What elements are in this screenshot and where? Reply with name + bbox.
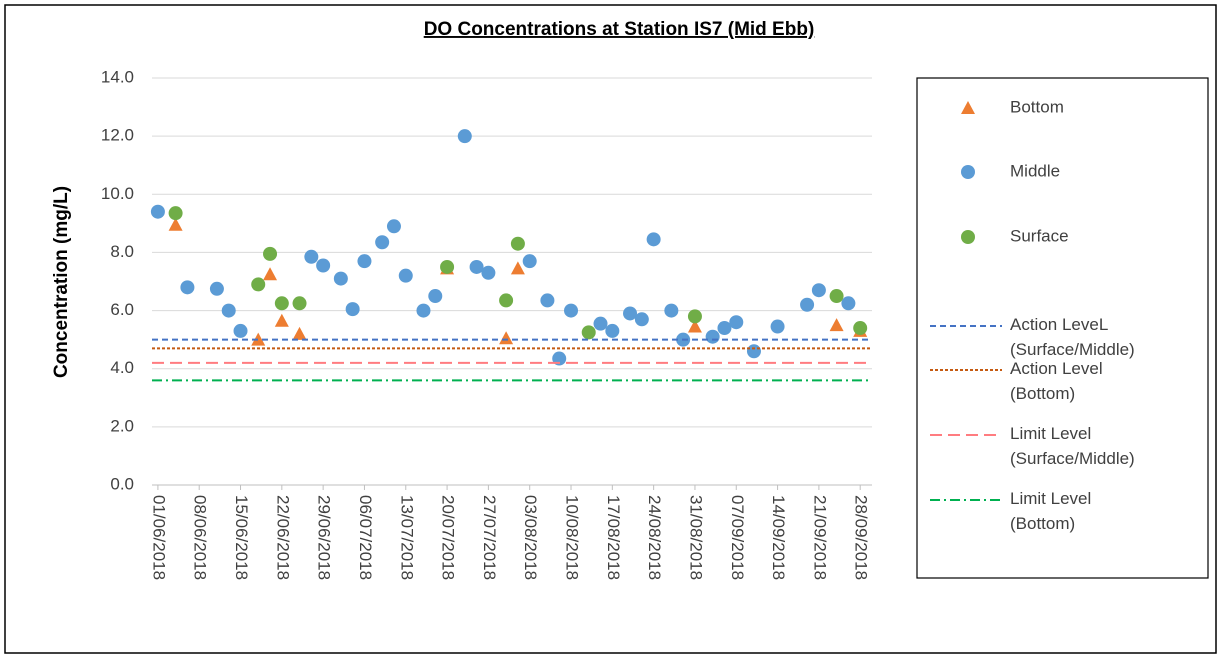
circle-marker	[345, 302, 360, 317]
circle-marker	[357, 254, 372, 269]
legend-marker	[961, 230, 975, 244]
circle-marker	[623, 306, 638, 321]
circle-marker	[593, 316, 608, 331]
legend-label: Action Level (Bottom)	[1010, 359, 1107, 403]
circle-marker	[168, 206, 183, 221]
y-tick-label: 8.0	[110, 242, 134, 261]
circle-marker	[233, 323, 248, 338]
legend-label: Action LeveL (Surface/Middle)	[1010, 315, 1135, 359]
y-tick-label: 12.0	[101, 126, 134, 145]
circle-marker	[664, 303, 679, 318]
x-tick-label: 15/06/2018	[232, 495, 251, 580]
circle-marker	[457, 129, 472, 144]
circle-marker	[263, 246, 278, 261]
circle-marker	[800, 297, 815, 312]
y-tick-label: 6.0	[110, 300, 134, 319]
x-tick-label: 21/09/2018	[810, 495, 829, 580]
chart-title: DO Concentrations at Station IS7 (Mid Eb…	[424, 19, 815, 40]
circle-marker	[316, 258, 331, 273]
legend-label: Bottom	[1010, 97, 1064, 116]
circle-marker	[746, 344, 761, 359]
x-tick-label: 06/07/2018	[356, 495, 375, 580]
circle-marker	[428, 289, 443, 304]
legend-marker	[961, 165, 975, 179]
x-tick-label: 17/08/2018	[604, 495, 623, 580]
triangle-marker	[292, 326, 307, 340]
circle-marker	[605, 323, 620, 338]
triangle-marker	[274, 313, 289, 327]
circle-marker	[304, 249, 319, 264]
circle-marker	[705, 329, 720, 344]
y-tick-label: 10.0	[101, 184, 134, 203]
legend-label: Limit Level (Surface/Middle)	[1010, 424, 1135, 468]
circle-marker	[646, 232, 661, 247]
circle-marker	[540, 293, 555, 308]
legend-label: Limit Level (Bottom)	[1010, 489, 1096, 533]
circle-marker	[150, 204, 165, 219]
circle-marker	[581, 325, 596, 340]
circle-marker	[729, 315, 744, 330]
triangle-marker	[829, 318, 844, 332]
x-tick-label: 07/09/2018	[728, 495, 747, 580]
circle-marker	[564, 303, 579, 318]
y-tick-label: 4.0	[110, 358, 134, 377]
circle-marker	[687, 309, 702, 324]
circle-marker	[375, 235, 390, 250]
circle-marker	[510, 236, 525, 251]
y-axis-label: Concentration (mg/L)	[51, 186, 72, 378]
x-tick-label: 29/06/2018	[315, 495, 334, 580]
x-tick-label: 31/08/2018	[686, 495, 705, 580]
circle-marker	[522, 254, 537, 269]
circle-marker	[811, 283, 826, 298]
triangle-marker	[510, 261, 525, 275]
y-tick-label: 2.0	[110, 416, 134, 435]
circle-marker	[770, 319, 785, 334]
x-tick-label: 20/07/2018	[439, 495, 458, 580]
circle-marker	[829, 289, 844, 304]
y-tick-label: 14.0	[101, 67, 134, 86]
triangle-marker	[251, 332, 266, 346]
circle-marker	[398, 268, 413, 283]
circle-marker	[481, 265, 496, 280]
x-tick-label: 27/07/2018	[480, 495, 499, 580]
legend-label: Middle	[1010, 161, 1060, 180]
y-tick-label: 0.0	[110, 474, 134, 493]
x-tick-label: 03/08/2018	[521, 495, 540, 580]
x-tick-label: 22/06/2018	[273, 495, 292, 580]
x-tick-label: 01/06/2018	[149, 495, 168, 580]
circle-marker	[292, 296, 307, 311]
circle-marker	[221, 303, 236, 318]
x-tick-label: 13/07/2018	[397, 495, 416, 580]
circle-marker	[634, 312, 649, 327]
legend-box	[916, 77, 1209, 579]
circle-marker	[841, 296, 856, 311]
circle-marker	[180, 280, 195, 295]
x-tick-label: 14/09/2018	[769, 495, 788, 580]
circle-marker	[717, 321, 732, 336]
triangle-marker	[263, 267, 278, 281]
legend-marker	[961, 101, 975, 114]
circle-marker	[440, 259, 455, 274]
x-tick-label: 28/09/2018	[852, 495, 871, 580]
circle-marker	[499, 293, 514, 308]
legend-label: Surface	[1010, 226, 1069, 245]
circle-marker	[274, 296, 289, 311]
circle-marker	[416, 303, 431, 318]
circle-marker	[469, 259, 484, 274]
circle-marker	[853, 321, 868, 336]
x-tick-label: 10/08/2018	[563, 495, 582, 580]
x-tick-label: 24/08/2018	[645, 495, 664, 580]
circle-marker	[209, 281, 224, 296]
triangle-marker	[168, 217, 183, 231]
x-tick-label: 08/06/2018	[191, 495, 210, 580]
circle-marker	[333, 271, 348, 286]
triangle-marker	[499, 331, 514, 345]
circle-marker	[251, 277, 266, 292]
triangle-marker	[687, 319, 702, 333]
circle-marker	[386, 219, 401, 234]
